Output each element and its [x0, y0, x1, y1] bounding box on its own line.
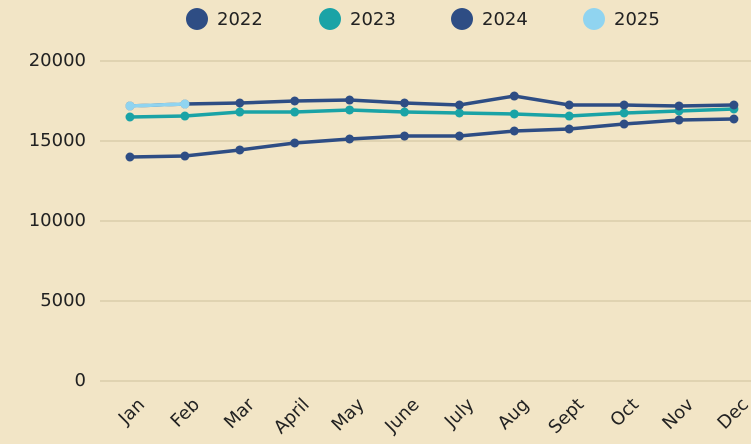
x-tick-label: Sept — [544, 394, 588, 438]
data-point — [180, 151, 190, 161]
data-point — [454, 131, 464, 141]
data-point — [400, 107, 409, 117]
x-tick-label: Jan — [114, 394, 149, 429]
y-tick-label: 0 — [75, 370, 86, 391]
data-point — [674, 115, 684, 125]
data-point — [619, 100, 629, 110]
series-line — [129, 107, 734, 119]
x-tick-label: April — [270, 394, 314, 438]
x-tick-label: July — [440, 394, 479, 433]
data-point — [180, 99, 190, 109]
data-point — [290, 107, 300, 117]
legend-swatch — [583, 8, 605, 30]
x-tick-label: May — [328, 394, 369, 435]
x-tick-label: Mar — [220, 394, 259, 433]
data-point — [619, 119, 629, 129]
x-tick-label: June — [380, 394, 423, 437]
series-line — [129, 102, 185, 108]
data-point — [454, 108, 464, 118]
legend-label: 2022 — [217, 9, 263, 30]
data-point — [619, 108, 629, 118]
data-point — [564, 100, 574, 110]
data-point — [235, 98, 245, 108]
legend-label: 2024 — [482, 9, 528, 30]
data-point — [180, 111, 190, 121]
data-point — [125, 112, 135, 122]
x-tick-label: Feb — [167, 394, 204, 431]
data-point — [674, 101, 684, 111]
data-point — [509, 109, 519, 119]
legend-label: 2023 — [350, 9, 396, 30]
x-tick-label: Aug — [494, 394, 534, 434]
data-point — [400, 131, 409, 141]
y-tick-label: 10000 — [29, 210, 86, 231]
data-point — [564, 111, 574, 121]
data-point — [345, 105, 355, 115]
legend-swatch — [186, 8, 208, 30]
data-point — [564, 124, 574, 134]
data-point — [454, 100, 464, 110]
data-point — [345, 95, 355, 105]
data-point — [400, 98, 409, 108]
data-point — [509, 91, 519, 101]
x-tick-label: Nov — [658, 394, 698, 434]
x-tick-label: Oct — [606, 394, 643, 431]
legend-swatch — [451, 8, 473, 30]
y-tick-label: 20000 — [29, 50, 86, 71]
data-point — [290, 138, 300, 148]
data-point — [509, 126, 519, 136]
data-point — [345, 134, 355, 144]
x-tick-label: Dec — [713, 394, 751, 433]
data-point — [290, 96, 300, 106]
series-line — [129, 117, 734, 159]
legend-swatch — [319, 8, 341, 30]
data-point — [729, 114, 739, 124]
data-point — [125, 101, 135, 111]
data-point — [125, 152, 135, 162]
y-tick-label: 5000 — [40, 290, 86, 311]
legend-label: 2025 — [614, 9, 660, 30]
data-point — [729, 100, 739, 110]
data-point — [235, 107, 245, 117]
y-tick-label: 15000 — [29, 130, 86, 151]
series-line — [129, 94, 734, 108]
data-point — [235, 145, 245, 155]
